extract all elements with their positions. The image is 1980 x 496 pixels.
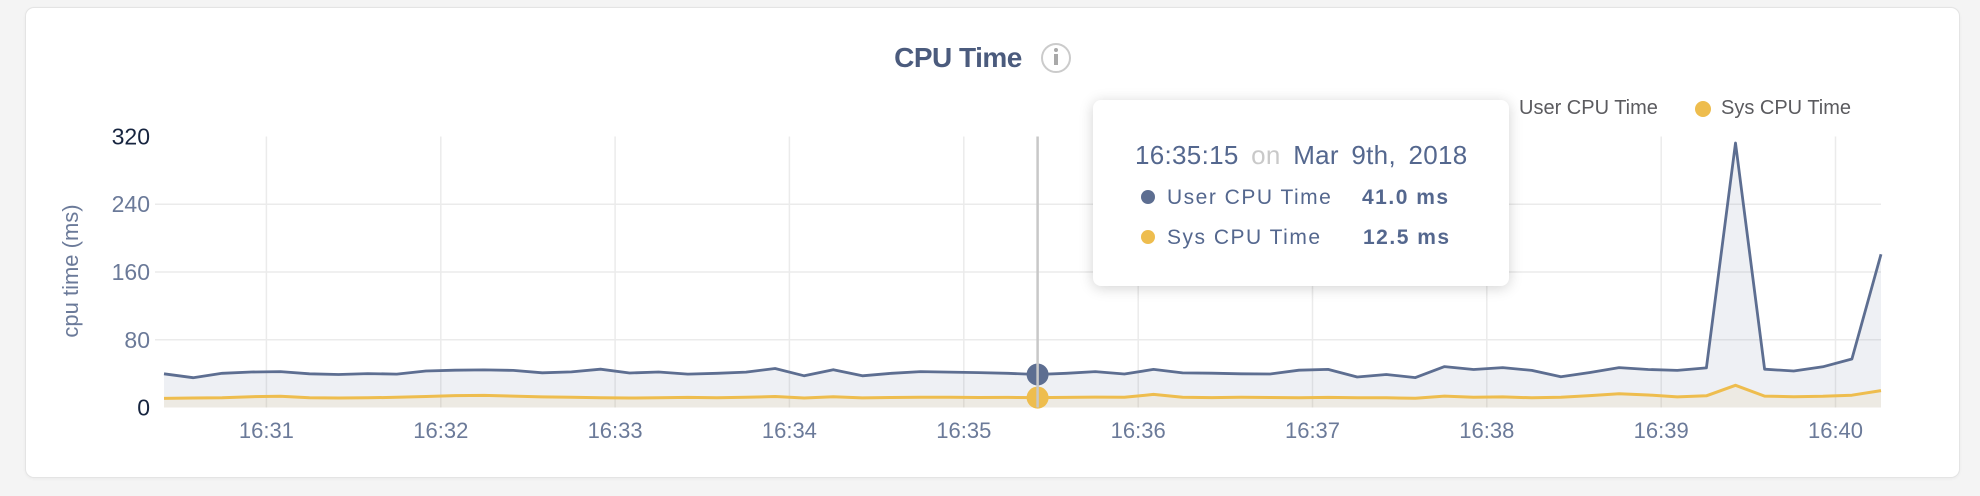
svg-text:16:38: 16:38 (1459, 418, 1514, 443)
svg-text:16:39: 16:39 (1634, 418, 1689, 443)
svg-text:16:36: 16:36 (1111, 418, 1166, 443)
svg-text:80: 80 (124, 327, 150, 353)
svg-text:16:34: 16:34 (762, 418, 817, 443)
svg-text:16:33: 16:33 (588, 418, 643, 443)
svg-text:16:32: 16:32 (413, 418, 468, 443)
svg-text:16:37: 16:37 (1285, 418, 1340, 443)
svg-text:16:35: 16:35 (936, 418, 991, 443)
svg-text:16:40: 16:40 (1808, 418, 1863, 443)
svg-text:0: 0 (137, 395, 150, 421)
svg-text:160: 160 (112, 259, 150, 285)
svg-text:240: 240 (112, 191, 150, 217)
svg-text:cpu time (ms): cpu time (ms) (58, 204, 83, 337)
svg-text:320: 320 (112, 124, 150, 150)
svg-text:16:31: 16:31 (239, 418, 294, 443)
